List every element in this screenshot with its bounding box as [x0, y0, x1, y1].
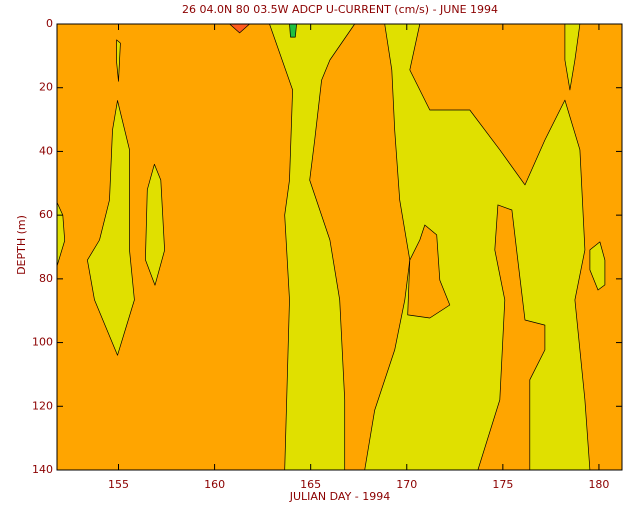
- x-axis-label: JULIAN DAY - 1994: [289, 490, 391, 503]
- x-tick-label: 155: [108, 478, 129, 491]
- contour-region: [589, 241, 606, 291]
- x-tick-label: 160: [204, 478, 225, 491]
- y-tick-label: 120: [32, 399, 53, 412]
- x-tick-label: 180: [588, 478, 609, 491]
- chart-title: 26 04.0N 80 03.5W ADCP U-CURRENT (cm/s) …: [182, 3, 498, 16]
- y-tick-label: 60: [39, 208, 53, 221]
- contour-region: [87, 100, 135, 356]
- y-tick-label: 40: [39, 144, 53, 157]
- y-tick-label: 20: [39, 81, 53, 94]
- y-tick-label: 140: [32, 463, 53, 476]
- contour-region: [407, 224, 451, 319]
- x-tick-label: 175: [492, 478, 513, 491]
- y-axis-label: DEPTH (m): [15, 215, 28, 275]
- x-tick-label: 170: [396, 478, 417, 491]
- y-tick-label: 80: [39, 272, 53, 285]
- contour-region: [116, 39, 121, 82]
- contour-region: [269, 23, 356, 471]
- x-tick-label: 165: [300, 478, 321, 491]
- contour-region: [477, 204, 546, 471]
- y-tick-label: 100: [32, 336, 53, 349]
- plot-frame: [56, 23, 623, 471]
- contour-region: [289, 23, 297, 38]
- contour-region: [145, 163, 165, 286]
- y-tick-label: 0: [46, 17, 53, 30]
